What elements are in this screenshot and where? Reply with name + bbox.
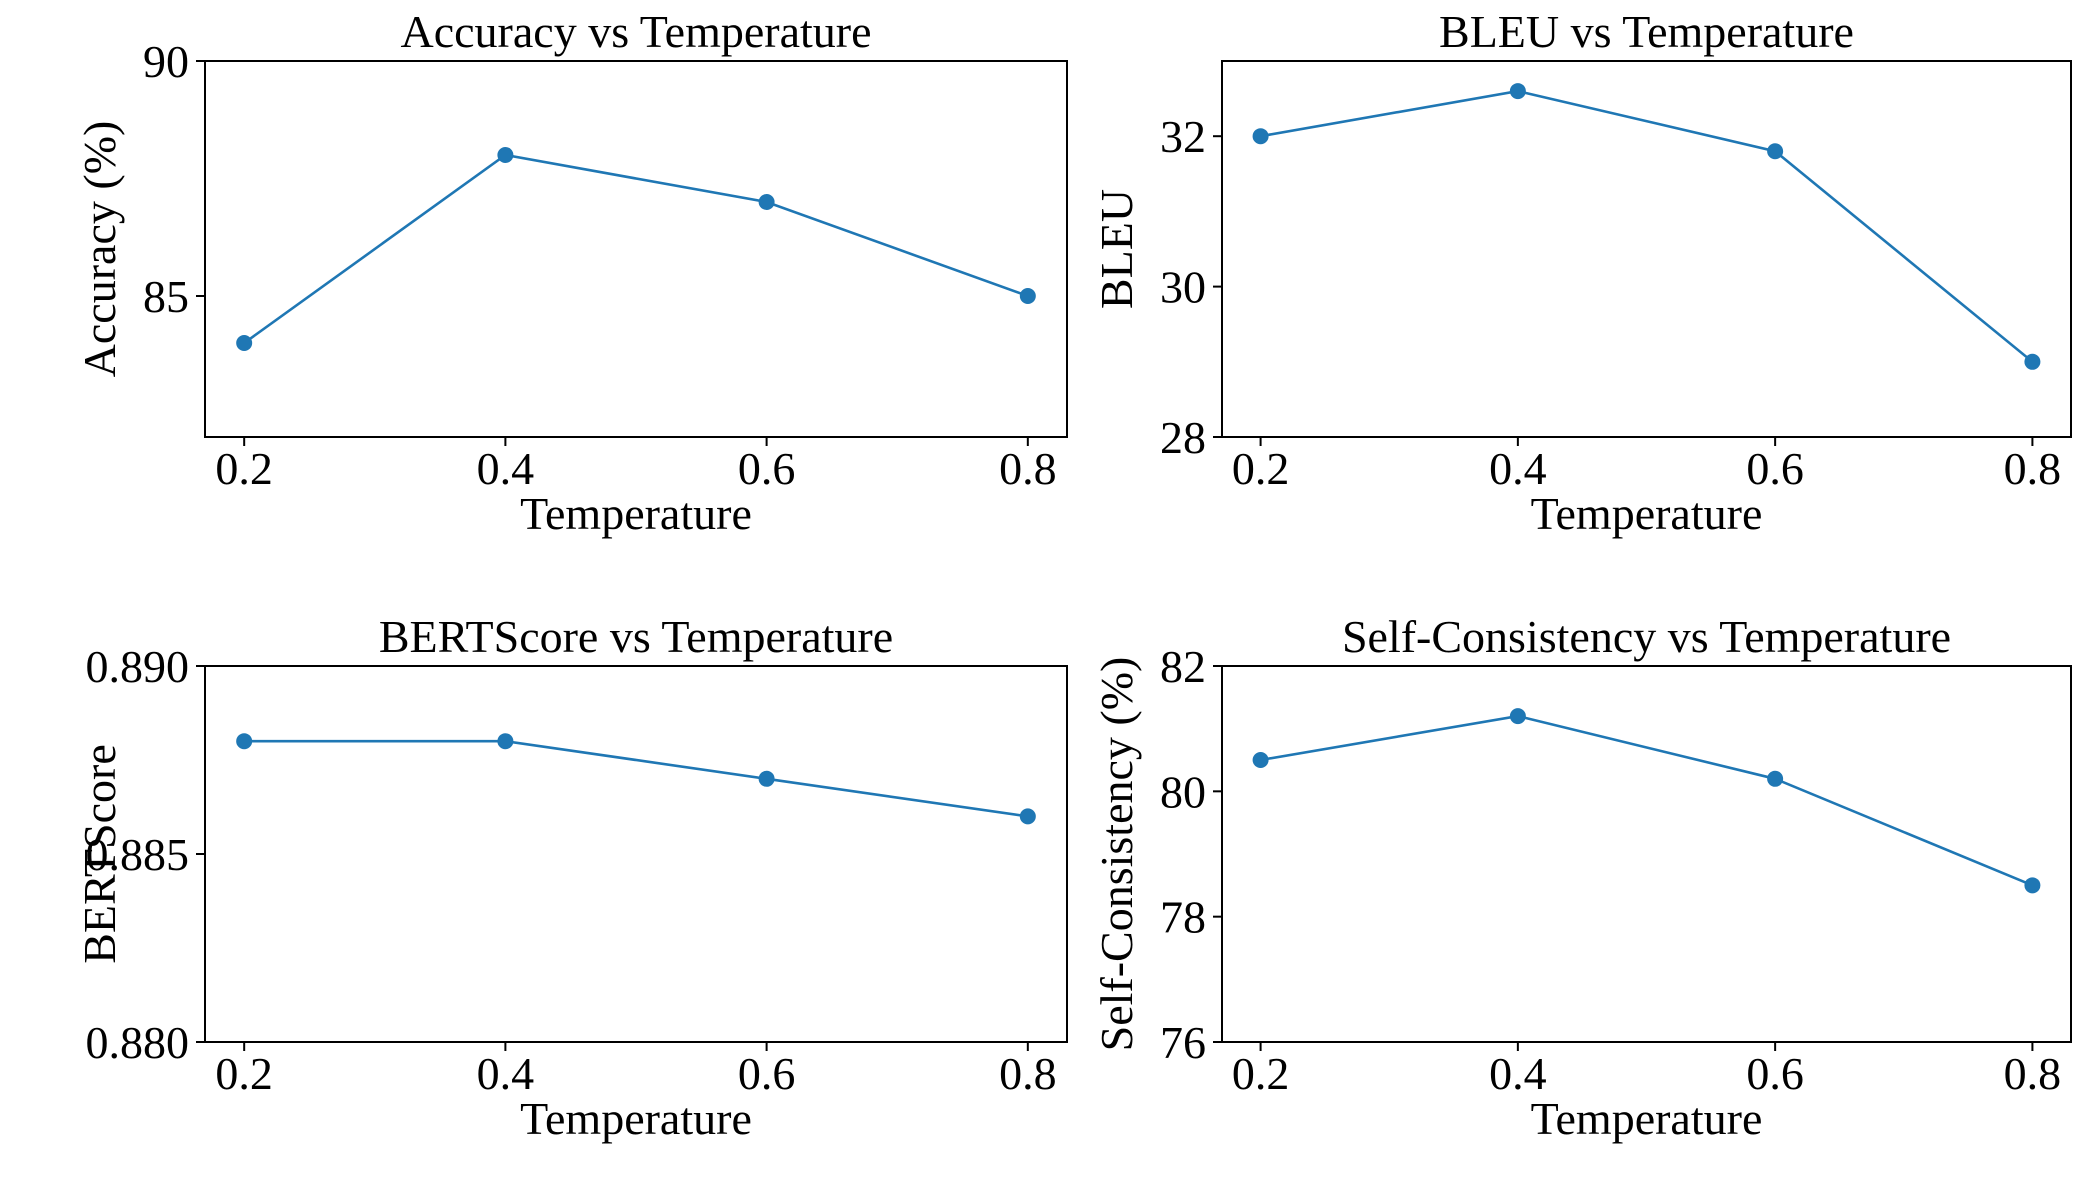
- y-tick-label: 76: [1160, 1017, 1206, 1068]
- data-point: [758, 194, 775, 210]
- x-tick-label: 0.2: [215, 1048, 273, 1099]
- x-tick-label: 0.4: [477, 1048, 535, 1099]
- data-point: [1252, 752, 1269, 768]
- data-point: [1767, 770, 1784, 787]
- y-axis-label: Accuracy (%): [74, 121, 125, 378]
- x-axis-label: Temperature: [1531, 1093, 1763, 1144]
- data-point: [1509, 708, 1526, 725]
- x-tick-label: 0.8: [2004, 1048, 2062, 1099]
- y-tick-label: 0.890: [86, 641, 190, 692]
- chart-title: BLEU vs Temperature: [1439, 6, 1854, 57]
- data-point: [497, 147, 514, 163]
- subplot-2: BLEU vs Temperature 0.2 0.4 0.6 0.8 28 30 32 Tem…: [1091, 6, 2072, 539]
- x-tick-label: 0.8: [2004, 443, 2062, 494]
- subplot-1: Accuracy vs Temperature 0.2 0.4 0.6 0.8 85 90 T…: [74, 6, 1068, 539]
- data-point: [1252, 128, 1269, 145]
- y-axis-label: BLEU: [1091, 189, 1142, 309]
- data-point: [758, 770, 775, 787]
- x-tick-label: 0.2: [1232, 1048, 1290, 1099]
- series-line: [1260, 89, 2034, 363]
- y-tick-label: 85: [143, 271, 189, 322]
- data-point: [236, 733, 253, 750]
- plot-frame: [204, 60, 1068, 438]
- x-tick-label: 0.2: [215, 443, 273, 494]
- data-point: [236, 335, 253, 351]
- data-point: [1767, 143, 1784, 160]
- x-axis-label: Temperature: [1531, 488, 1763, 539]
- y-axis-label: Self-Consistency (%): [1091, 657, 1142, 1052]
- series-line: [244, 739, 1028, 818]
- x-tick-label: 0.4: [1489, 443, 1547, 494]
- subplot-4: Self-Consistency vs Temperature 0.2 0.4 0.6…: [1091, 611, 2072, 1144]
- plot-frame: [1221, 60, 2072, 438]
- data-point: [1509, 83, 1526, 100]
- series-line: [1260, 714, 2033, 887]
- chart-title: Accuracy vs Temperature: [400, 6, 871, 57]
- x-tick-label: 0.6: [738, 443, 796, 494]
- data-point: [1019, 288, 1036, 304]
- y-axis-label: BERTScore: [74, 744, 125, 964]
- x-tick-label: 0.8: [999, 1048, 1057, 1099]
- y-tick-label: 78: [1160, 892, 1206, 943]
- chart-title: BERTScore vs Temperature: [379, 611, 893, 662]
- x-tick-label: 0.2: [1232, 443, 1290, 494]
- data-point: [2024, 877, 2041, 894]
- y-tick-label: 0.880: [86, 1017, 190, 1068]
- x-tick-label: 0.6: [738, 1048, 796, 1099]
- x-tick-label: 0.4: [477, 443, 535, 494]
- y-tick-label: 0.885: [86, 829, 190, 880]
- y-tick-label: 32: [1160, 111, 1206, 162]
- x-axis-label: Temperature: [520, 1093, 752, 1144]
- plot-frame: [204, 665, 1068, 1043]
- x-axis-label: Temperature: [520, 488, 752, 539]
- y-tick-label: 28: [1160, 412, 1206, 463]
- plot-frame: [1221, 665, 2072, 1043]
- y-tick-label: 30: [1160, 262, 1206, 313]
- subplot-3: BERTScore vs Temperature 0.2 0.4 0.6 0.8 0.88…: [74, 611, 1068, 1144]
- y-tick-label: 82: [1160, 641, 1206, 692]
- x-tick-label: 0.8: [999, 443, 1057, 494]
- x-tick-label: 0.6: [1746, 1048, 1804, 1099]
- y-tick-label: 90: [143, 36, 189, 87]
- data-point: [1019, 808, 1036, 825]
- data-point: [497, 733, 514, 750]
- x-tick-label: 0.6: [1746, 443, 1804, 494]
- y-tick-label: 80: [1160, 766, 1206, 817]
- series-line: [243, 153, 1029, 345]
- x-tick-label: 0.4: [1489, 1048, 1547, 1099]
- chart-title: Self-Consistency vs Temperature: [1342, 611, 1951, 662]
- data-point: [2024, 353, 2041, 370]
